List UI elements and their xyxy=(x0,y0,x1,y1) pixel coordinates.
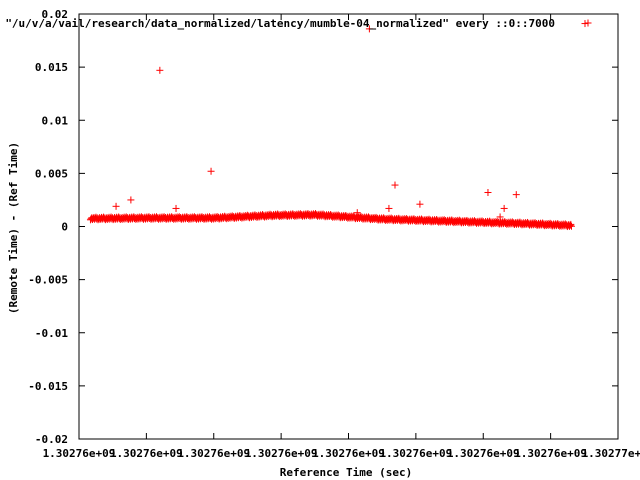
data-point-outlier xyxy=(416,200,424,208)
data-point-outlier xyxy=(156,66,164,74)
data-point-outlier xyxy=(581,20,589,28)
y-tick-label: -0.02 xyxy=(35,433,68,446)
data-point-outlier xyxy=(365,25,373,33)
y-axis-title: (Remote Time) - (Ref Time) xyxy=(7,142,20,314)
x-tick-label: 1.30276e+09 xyxy=(312,447,385,460)
data-point-outlier xyxy=(496,213,504,221)
x-axis: 1.30276e+091.30276e+091.30276e+091.30276… xyxy=(43,14,640,460)
y-tick-label: -0.015 xyxy=(28,380,68,393)
data-point-outlier xyxy=(353,209,361,217)
y-tick-label: -0.01 xyxy=(35,327,68,340)
data-point-outlier xyxy=(127,196,135,204)
x-tick-label: 1.30276e+09 xyxy=(177,447,250,460)
data-point-outlier xyxy=(112,202,120,210)
y-tick-label: 0.01 xyxy=(42,114,69,127)
y-tick-label: 0.015 xyxy=(35,61,68,74)
x-tick-label: 1.30276e+09 xyxy=(43,447,116,460)
data-point-outlier xyxy=(207,167,215,175)
y-tick-label: -0.005 xyxy=(28,274,68,287)
data-point-outlier xyxy=(500,204,508,212)
legend-marker xyxy=(584,19,592,27)
x-tick-label: 1.30276e+09 xyxy=(447,447,520,460)
x-tick-label: 1.30276e+09 xyxy=(245,447,318,460)
x-tick-label: 1.30276e+09 xyxy=(110,447,183,460)
data-point xyxy=(567,220,575,228)
x-tick-label: 1.30276e+09 xyxy=(379,447,452,460)
data-point-outlier xyxy=(512,191,520,199)
data-point xyxy=(566,221,574,229)
x-tick-label: 1.30276e+09 xyxy=(514,447,587,460)
data-point-outlier xyxy=(484,189,492,196)
y-axis: -0.02 -0.015 -0.01 -0.005 0 0.005 0.01 0.015 0.0… xyxy=(28,8,618,446)
data-point-outlier xyxy=(385,204,393,212)
data-point-outlier xyxy=(391,181,399,189)
data-point-outlier xyxy=(172,204,180,212)
y-tick-label: 0.02 xyxy=(42,8,69,21)
x-axis-title: Reference Time (sec) xyxy=(280,466,412,479)
data-points xyxy=(86,20,589,231)
y-tick-label: 0.005 xyxy=(35,167,68,180)
x-tick-label: 1.30277e+09 xyxy=(582,447,640,460)
data-point xyxy=(568,222,576,230)
y-tick-label: 0 xyxy=(61,221,68,234)
legend-label: "/u/v/a/vail/research/data_normalized/la… xyxy=(5,17,555,30)
